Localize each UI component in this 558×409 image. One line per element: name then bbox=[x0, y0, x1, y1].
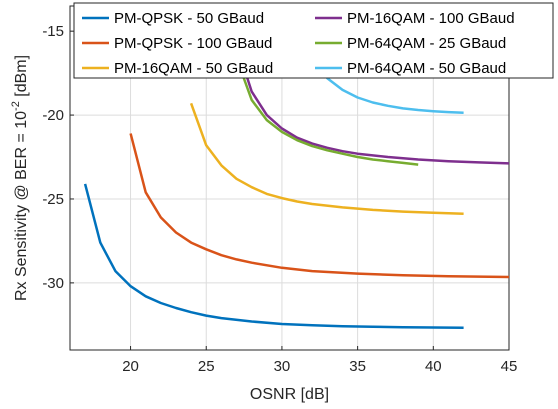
x-tick-label: 30 bbox=[274, 358, 291, 375]
y-axis-label-exponent: -2 bbox=[10, 101, 22, 111]
x-axis-label: OSNR [dB] bbox=[250, 386, 329, 403]
x-tick-label: 20 bbox=[122, 358, 139, 375]
y-tick-label: -20 bbox=[42, 107, 64, 124]
x-tick-label: 45 bbox=[501, 358, 518, 375]
y-tick-label: -15 bbox=[42, 23, 64, 40]
x-tick-label: 35 bbox=[349, 358, 366, 375]
legend-label: PM-64QAM - 50 GBaud bbox=[347, 60, 506, 77]
legend-label: PM-64QAM - 25 GBaud bbox=[347, 35, 506, 52]
y-axis-label: Rx Sensitivity @ BER = 10-2 [dBm] bbox=[10, 55, 30, 301]
y-tick-label: -25 bbox=[42, 191, 64, 208]
legend-label: PM-QPSK - 50 GBaud bbox=[114, 10, 264, 27]
x-tick-label: 40 bbox=[425, 358, 442, 375]
y-axis-label-suffix: [dBm] bbox=[13, 55, 30, 101]
legend-label: PM-16QAM - 50 GBaud bbox=[114, 60, 273, 77]
x-tick-label: 25 bbox=[198, 358, 215, 375]
y-axis-label-prefix: Rx Sensitivity @ BER = 10 bbox=[13, 111, 30, 301]
legend-label: PM-QPSK - 100 GBaud bbox=[114, 35, 272, 52]
y-tick-label: -30 bbox=[42, 275, 64, 292]
legend-label: PM-16QAM - 100 GBaud bbox=[347, 10, 515, 27]
legend: PM-QPSK - 50 GBaud PM-QPSK - 100 GBaud PM-… bbox=[74, 3, 553, 78]
